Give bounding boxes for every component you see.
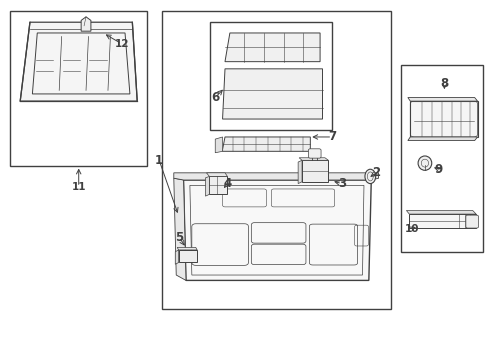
Bar xyxy=(161,12,390,309)
Polygon shape xyxy=(173,178,185,280)
Polygon shape xyxy=(407,98,477,101)
Polygon shape xyxy=(409,101,477,137)
Text: 7: 7 xyxy=(327,130,336,144)
Polygon shape xyxy=(209,176,227,194)
Polygon shape xyxy=(20,22,137,101)
FancyBboxPatch shape xyxy=(465,215,478,228)
Text: 8: 8 xyxy=(439,77,447,90)
Text: 12: 12 xyxy=(114,39,129,49)
Text: 4: 4 xyxy=(223,177,231,190)
Polygon shape xyxy=(183,180,370,280)
Polygon shape xyxy=(222,137,310,151)
Text: 1: 1 xyxy=(155,154,163,167)
Bar xyxy=(10,12,147,166)
Polygon shape xyxy=(406,211,475,214)
Text: 9: 9 xyxy=(433,163,442,176)
Text: 5: 5 xyxy=(175,231,183,244)
Polygon shape xyxy=(407,137,477,140)
Polygon shape xyxy=(302,160,328,182)
Polygon shape xyxy=(175,250,178,264)
Bar xyxy=(400,65,483,252)
Text: 3: 3 xyxy=(337,177,346,190)
Polygon shape xyxy=(178,250,197,262)
Polygon shape xyxy=(206,173,227,176)
Text: 2: 2 xyxy=(371,166,380,179)
Polygon shape xyxy=(408,214,475,228)
Polygon shape xyxy=(177,247,197,250)
Text: 11: 11 xyxy=(71,182,86,192)
Bar xyxy=(210,22,331,130)
Text: 10: 10 xyxy=(404,224,418,234)
Polygon shape xyxy=(173,173,378,180)
Ellipse shape xyxy=(417,156,431,170)
Polygon shape xyxy=(298,160,302,184)
Ellipse shape xyxy=(364,169,375,184)
Polygon shape xyxy=(215,137,222,153)
Polygon shape xyxy=(81,17,91,31)
FancyBboxPatch shape xyxy=(308,149,321,158)
Polygon shape xyxy=(222,69,322,119)
Text: 6: 6 xyxy=(211,91,219,104)
Polygon shape xyxy=(205,176,209,196)
Polygon shape xyxy=(224,33,320,62)
Polygon shape xyxy=(299,158,328,160)
